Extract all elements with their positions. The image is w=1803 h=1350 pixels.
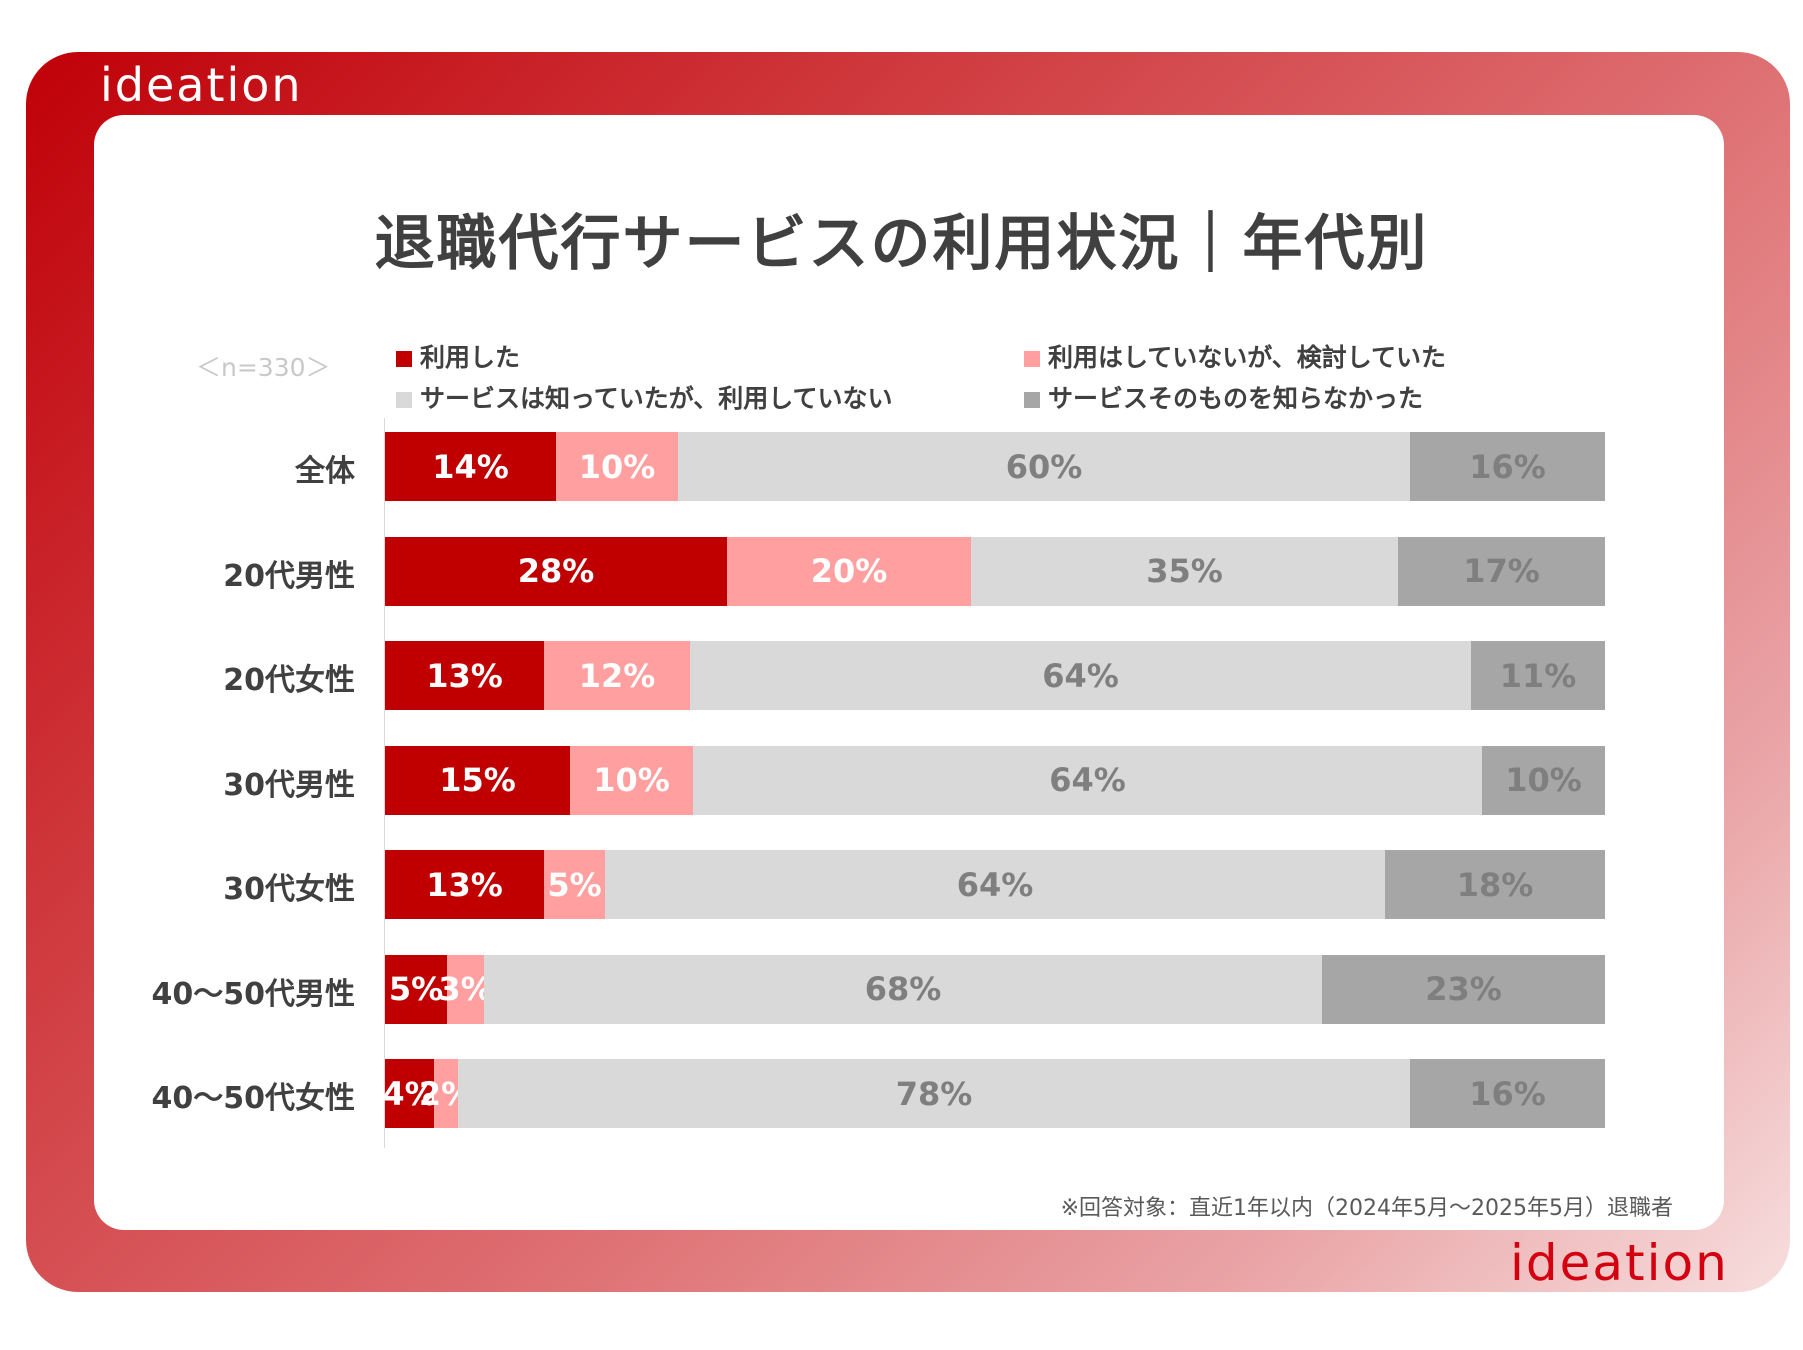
- bar-value-label: 78%: [895, 1074, 973, 1113]
- sample-size-label: ＜n=330＞: [196, 353, 331, 382]
- bar-segment: 13%: [385, 641, 544, 710]
- category-label: 40〜50代女性: [151, 1081, 356, 1116]
- bar-segment: 64%: [605, 850, 1385, 919]
- bar-segment: 5%: [385, 954, 447, 1024]
- category-label: 30代女性: [223, 872, 355, 907]
- bar-segment: 10%: [570, 745, 693, 815]
- bar-value-label: 28%: [517, 552, 595, 590]
- bar-value-label: 5%: [547, 865, 602, 904]
- bar-segment: 4%: [382, 1059, 437, 1128]
- footnote: ※回答対象：直近1年以内（2024年5月〜2025年5月）退職者: [1060, 1196, 1673, 1221]
- legend-swatch: [396, 392, 412, 408]
- legend-label: 利用した: [420, 343, 521, 372]
- legend-label: 利用はしていないが、検討していた: [1048, 343, 1447, 372]
- category-label: 40〜50代男性: [151, 976, 356, 1012]
- category-axis-line: [384, 418, 385, 1148]
- brand-logo-bottom: ideation: [1510, 1234, 1729, 1292]
- bar-segment: 11%: [1471, 641, 1605, 710]
- bar-value-label: 5%: [388, 970, 444, 1008]
- brand-logo-top: ideation: [100, 58, 303, 112]
- bar-value-label: 16%: [1469, 1074, 1546, 1113]
- bar-segment: 16%: [1410, 432, 1605, 501]
- bar-segment: 14%: [385, 432, 556, 501]
- bar-value-label: 16%: [1469, 447, 1546, 486]
- bar-value-label: 10%: [578, 447, 656, 486]
- legend-label: サービスは知っていたが、利用していない: [420, 384, 893, 413]
- category-label: 全体: [295, 454, 355, 489]
- bar-value-label: 64%: [1042, 656, 1119, 695]
- legend-swatch: [1024, 392, 1040, 408]
- bar-segment: 15%: [385, 745, 570, 815]
- bar-segment: 5%: [544, 850, 605, 919]
- chart-title: 退職代行サービスの利用状況｜年代別: [374, 209, 1429, 279]
- bar-segment: 64%: [693, 745, 1482, 815]
- legend-item: 利用した: [396, 338, 520, 374]
- bar-value-label: 60%: [1005, 447, 1083, 486]
- legend-swatch: [1024, 351, 1040, 367]
- legend-label: サービスそのものを知らなかった: [1048, 384, 1424, 413]
- bar-value-label: 13%: [426, 865, 503, 904]
- bar-value-label: 13%: [426, 656, 503, 695]
- bar-segment: 17%: [1398, 536, 1605, 606]
- legend-item: 利用はしていないが、検討していた: [1024, 338, 1446, 374]
- bar-segment: 10%: [1482, 745, 1605, 815]
- bar-segment: 2%: [419, 1059, 473, 1128]
- bar-segment: 10%: [556, 432, 678, 501]
- bar-value-label: 64%: [956, 865, 1034, 904]
- category-label: 20代男性: [223, 558, 355, 594]
- bar-value-label: 20%: [810, 552, 888, 590]
- bar-value-label: 64%: [1049, 761, 1126, 799]
- bar-segment: 28%: [385, 536, 727, 606]
- bar-value-label: 15%: [439, 761, 516, 799]
- bar-segment: 3%: [438, 954, 493, 1024]
- bar-value-label: 10%: [593, 761, 670, 799]
- legend-item: サービスそのものを知らなかった: [1024, 379, 1423, 415]
- bar-value-label: 12%: [578, 656, 656, 695]
- legend-item: サービスは知っていたが、利用していない: [396, 379, 893, 415]
- category-label: 30代男性: [223, 767, 355, 803]
- bar-segment: 16%: [1410, 1059, 1605, 1128]
- bar-value-label: 17%: [1463, 552, 1540, 590]
- bar-value-label: 3%: [438, 970, 493, 1008]
- bar-segment: 68%: [484, 954, 1322, 1024]
- bar-segment: 78%: [458, 1059, 1410, 1128]
- bar-value-label: 35%: [1146, 552, 1223, 590]
- bar-value-label: 68%: [864, 970, 942, 1008]
- bar-value-label: 14%: [432, 447, 509, 486]
- bar-value-label: 23%: [1425, 970, 1502, 1008]
- bar-segment: 64%: [690, 641, 1471, 710]
- category-label: 20代女性: [223, 663, 355, 698]
- bar-value-label: 18%: [1456, 865, 1534, 904]
- bar-segment: 35%: [971, 536, 1398, 606]
- bar-segment: 60%: [678, 432, 1410, 501]
- bar-segment: 12%: [544, 641, 690, 710]
- bar-segment: 20%: [727, 536, 971, 606]
- bar-segment: 18%: [1385, 850, 1605, 919]
- legend-swatch: [396, 351, 412, 367]
- bar-segment: 13%: [385, 850, 544, 919]
- bar-value-label: 10%: [1505, 761, 1582, 799]
- bar-value-label: 4%: [382, 1074, 437, 1113]
- bar-segment: 23%: [1322, 954, 1605, 1024]
- bar-value-label: 11%: [1499, 656, 1577, 695]
